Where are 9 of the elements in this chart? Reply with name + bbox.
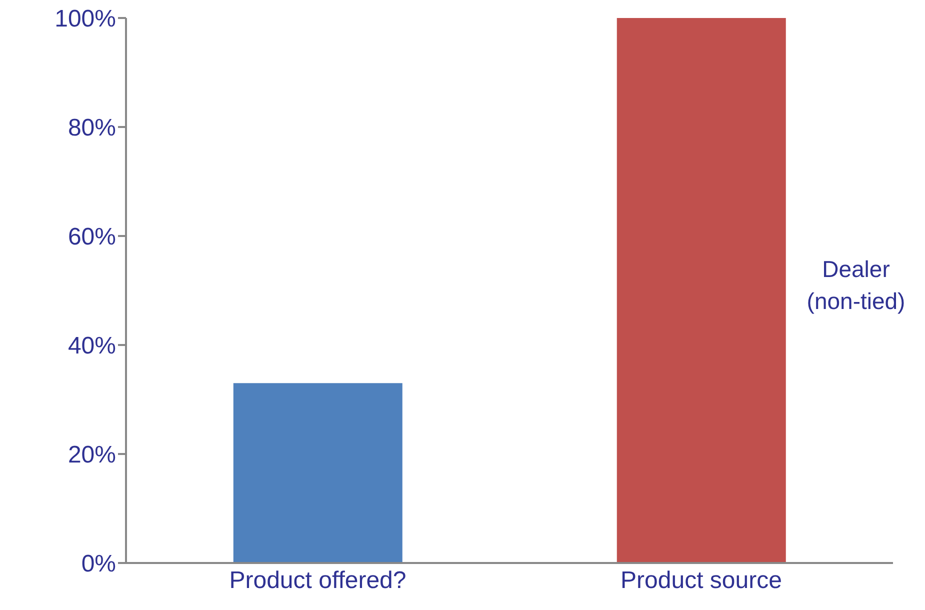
y-tick-label: 40%	[68, 332, 116, 360]
y-tick-label: 20%	[68, 442, 116, 469]
y-tick-label: 60%	[68, 224, 116, 251]
annotation: Dealer (non-tied)	[806, 255, 906, 316]
x-tick-label: Product offered?	[229, 567, 406, 594]
y-tick-label: 80%	[68, 114, 116, 142]
y-tick-label: 0%	[81, 550, 116, 578]
y-tick-label: 100%	[54, 6, 116, 33]
x-tick-label: Product source	[620, 567, 782, 594]
